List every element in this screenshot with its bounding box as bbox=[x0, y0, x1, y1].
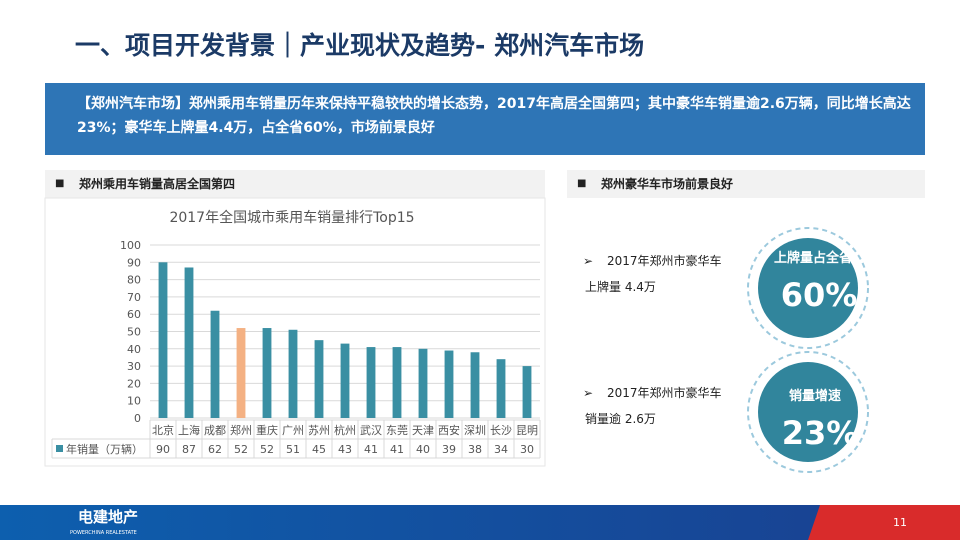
bar bbox=[470, 352, 480, 418]
bar bbox=[340, 343, 350, 418]
x-tick-label: 昆明 bbox=[516, 424, 538, 437]
bar bbox=[522, 366, 532, 418]
section-heading: 郑州乘用车销量高居全国第四 bbox=[45, 170, 545, 198]
badge: 销量增速 23% bbox=[747, 351, 869, 473]
bar bbox=[184, 267, 194, 418]
bar bbox=[392, 347, 402, 418]
badge: 上牌量占全省 60% bbox=[747, 227, 869, 349]
x-tick-label: 广州 bbox=[282, 424, 304, 437]
bar bbox=[496, 359, 506, 418]
table-value: 62 bbox=[208, 443, 222, 456]
bar bbox=[366, 347, 376, 418]
x-tick-label: 上海 bbox=[178, 423, 200, 437]
bullet: 2017年郑州市豪华车上牌量 4.4万 bbox=[583, 248, 725, 300]
table-value: 39 bbox=[442, 443, 456, 456]
page-number: 11 bbox=[893, 516, 907, 529]
y-tick-label: 50 bbox=[127, 326, 141, 339]
x-tick-label: 郑州 bbox=[230, 423, 252, 437]
table-value: 51 bbox=[286, 443, 300, 456]
y-tick-label: 30 bbox=[127, 360, 141, 373]
legend-swatch bbox=[56, 445, 63, 452]
footer-accent bbox=[808, 505, 960, 540]
table-value: 34 bbox=[494, 443, 508, 456]
table-value: 38 bbox=[468, 443, 482, 456]
y-tick-label: 70 bbox=[127, 291, 141, 304]
badge-value: 60% bbox=[781, 276, 858, 314]
bar bbox=[288, 329, 298, 418]
table-value: 41 bbox=[390, 443, 404, 456]
banner: 【郑州汽车市场】郑州乘用车销量历年来保持平稳较快的增长态势，2017年高居全国第… bbox=[45, 83, 925, 155]
table-value: 87 bbox=[182, 443, 196, 456]
ring bbox=[747, 351, 869, 473]
x-tick-label: 成都 bbox=[204, 424, 226, 437]
y-tick-label: 90 bbox=[127, 256, 141, 269]
bar bbox=[444, 350, 454, 418]
y-tick-label: 10 bbox=[127, 395, 141, 408]
bar bbox=[262, 328, 272, 418]
x-tick-label: 苏州 bbox=[308, 424, 330, 437]
section-heading: 郑州豪华车市场前景良好 bbox=[567, 170, 925, 198]
bar bbox=[158, 262, 168, 418]
badge-value: 23% bbox=[782, 414, 859, 452]
circle bbox=[758, 238, 858, 338]
table-value: 45 bbox=[312, 443, 326, 456]
x-tick-label: 西安 bbox=[438, 423, 460, 437]
legend-label: 年销量（万辆） bbox=[66, 442, 143, 456]
y-tick-label: 60 bbox=[127, 308, 141, 321]
x-tick-label: 武汉 bbox=[360, 424, 382, 437]
x-tick-label: 北京 bbox=[152, 423, 174, 437]
table-value: 90 bbox=[156, 443, 170, 456]
y-tick-label: 80 bbox=[127, 274, 141, 287]
bar bbox=[314, 340, 324, 418]
y-tick-label: 0 bbox=[134, 412, 141, 425]
bar bbox=[418, 348, 428, 418]
logo: 电建地产 bbox=[78, 508, 138, 526]
y-tick-label: 40 bbox=[127, 343, 141, 356]
x-tick-label: 深圳 bbox=[464, 424, 486, 437]
table-value: 40 bbox=[416, 443, 430, 456]
x-tick-label: 重庆 bbox=[256, 423, 278, 437]
bullet-text: 2017年郑州市豪华车销量逾 2.6万 bbox=[585, 386, 722, 426]
x-tick-label: 杭州 bbox=[334, 423, 356, 437]
bullet-text: 2017年郑州市豪华车上牌量 4.4万 bbox=[585, 254, 722, 294]
table-value: 52 bbox=[234, 443, 248, 456]
slide-title: 一、项目开发背景｜产业现状及趋势- 郑州汽车市场 bbox=[75, 31, 645, 60]
table-value: 30 bbox=[520, 443, 534, 456]
table-value: 41 bbox=[364, 443, 378, 456]
bullet: 2017年郑州市豪华车销量逾 2.6万 bbox=[583, 380, 725, 432]
table-value: 43 bbox=[338, 443, 352, 456]
footer-band bbox=[0, 505, 960, 540]
x-tick-label: 东莞 bbox=[386, 424, 408, 437]
y-tick-label: 100 bbox=[120, 239, 141, 252]
x-tick-label: 长沙 bbox=[490, 424, 512, 437]
bar bbox=[236, 328, 246, 418]
bar bbox=[210, 310, 220, 418]
y-tick-label: 20 bbox=[127, 377, 141, 390]
ring bbox=[747, 227, 869, 349]
circle bbox=[758, 362, 858, 462]
badge-label: 上牌量占全省 bbox=[774, 250, 852, 266]
chart-title: 2017年全国城市乘用车销量排行Top15 bbox=[169, 209, 414, 226]
badge-label: 销量增速 bbox=[789, 388, 841, 404]
logo-sub: POWERCHINA REALESTATE bbox=[70, 530, 137, 536]
x-tick-label: 天津 bbox=[412, 424, 434, 437]
table-value: 52 bbox=[260, 443, 274, 456]
